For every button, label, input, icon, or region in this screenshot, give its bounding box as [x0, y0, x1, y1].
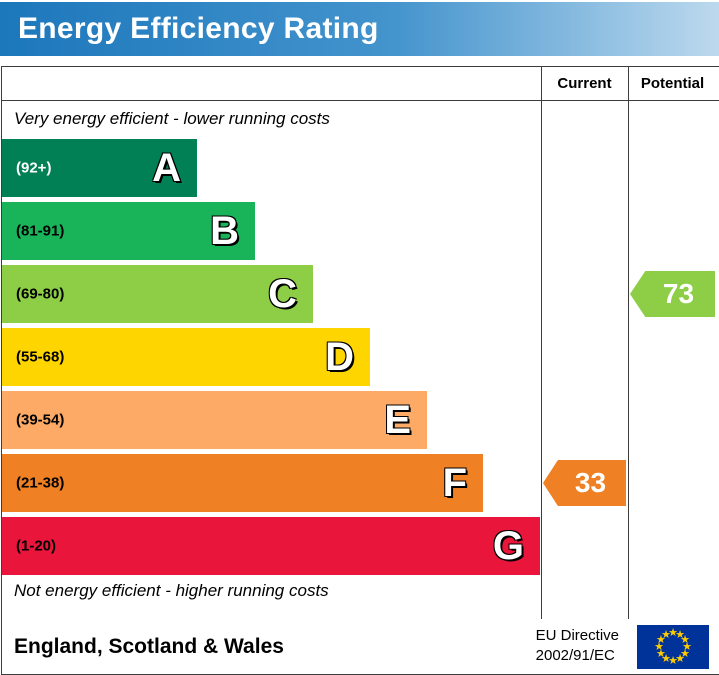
band-row-c: (69-80) C — [2, 265, 313, 323]
eu-directive-label: EU Directive 2002/91/EC — [536, 626, 619, 666]
band-range-g: (1-20) — [16, 537, 57, 555]
eu-flag-star: ★ — [661, 653, 671, 665]
eu-flag-star: ★ — [656, 634, 666, 646]
header-divider — [2, 100, 719, 101]
band-letter-d: D — [325, 335, 354, 379]
eu-flag-star: ★ — [675, 629, 685, 641]
eu-directive-line2: 2002/91/EC — [535, 647, 615, 664]
page-title: Energy Efficiency Rating — [18, 12, 379, 45]
title-banner: Energy Efficiency Rating — [0, 2, 719, 56]
region-label: England, Scotland & Wales — [14, 634, 284, 658]
band-row-f: (21-38) F — [2, 454, 483, 512]
bottom-note: Not energy efficient - higher running co… — [14, 581, 329, 600]
footer-bar: England, Scotland & Wales EU Directive 2… — [1, 619, 719, 675]
current-rating-value: 33 — [574, 467, 607, 498]
eu-flag-icon: ★★★★★★★★★★★★ — [637, 625, 709, 669]
band-row-e: (39-54) E — [2, 391, 427, 449]
current-column-divider — [541, 67, 542, 620]
eu-flag-star: ★ — [661, 629, 671, 641]
current-rating-arrow: 33 — [543, 460, 626, 506]
band-bar-d: (55-68) D — [2, 328, 370, 386]
band-bar-b: (81-91) B — [2, 202, 255, 260]
eu-flag-star: ★ — [675, 653, 685, 665]
eu-flag-star: ★ — [668, 655, 678, 667]
band-letter-c: C — [268, 272, 297, 316]
potential-column-header: Potential — [640, 75, 705, 92]
band-letter-e: E — [384, 398, 411, 442]
band-range-a: (92+) — [16, 159, 52, 177]
eu-flag-star: ★ — [680, 634, 690, 646]
band-row-b: (81-91) B — [2, 202, 255, 260]
band-letter-f: F — [442, 461, 467, 505]
potential-rating-value: 73 — [662, 278, 695, 309]
eu-flag-background — [637, 625, 709, 669]
band-row-d: (55-68) D — [2, 328, 370, 386]
band-letter-g: G — [492, 524, 524, 568]
band-row-a: (92+) A — [2, 139, 197, 197]
band-bar-a: (92+) A — [2, 139, 197, 197]
eu-directive-line1: EU Directive — [535, 627, 619, 644]
eu-flag-star: ★ — [682, 641, 692, 653]
eu-flag-star: ★ — [656, 648, 666, 660]
band-bar-f: (21-38) F — [2, 454, 483, 512]
band-bar-e: (39-54) E — [2, 391, 427, 449]
eu-flag-star: ★ — [668, 627, 678, 639]
band-range-e: (39-54) — [16, 411, 65, 429]
potential-column-divider — [628, 67, 629, 620]
current-column-header: Current — [557, 75, 612, 92]
potential-rating-arrow: 73 — [630, 271, 715, 317]
band-letter-a: A — [152, 146, 181, 190]
band-range-c: (69-80) — [16, 285, 65, 303]
band-bar-g: (1-20) G — [2, 517, 540, 575]
band-range-d: (55-68) — [16, 348, 65, 366]
band-range-f: (21-38) — [16, 474, 65, 492]
eu-flag-star: ★ — [654, 641, 664, 653]
top-note: Very energy efficient - lower running co… — [14, 109, 330, 128]
band-range-b: (81-91) — [16, 222, 65, 240]
rating-chart-area: Current Potential Very energy efficient … — [1, 66, 719, 621]
band-letter-b: B — [210, 209, 239, 253]
band-bar-c: (69-80) C — [2, 265, 313, 323]
band-row-g: (1-20) G — [2, 517, 540, 575]
eu-flag-star: ★ — [680, 648, 690, 660]
